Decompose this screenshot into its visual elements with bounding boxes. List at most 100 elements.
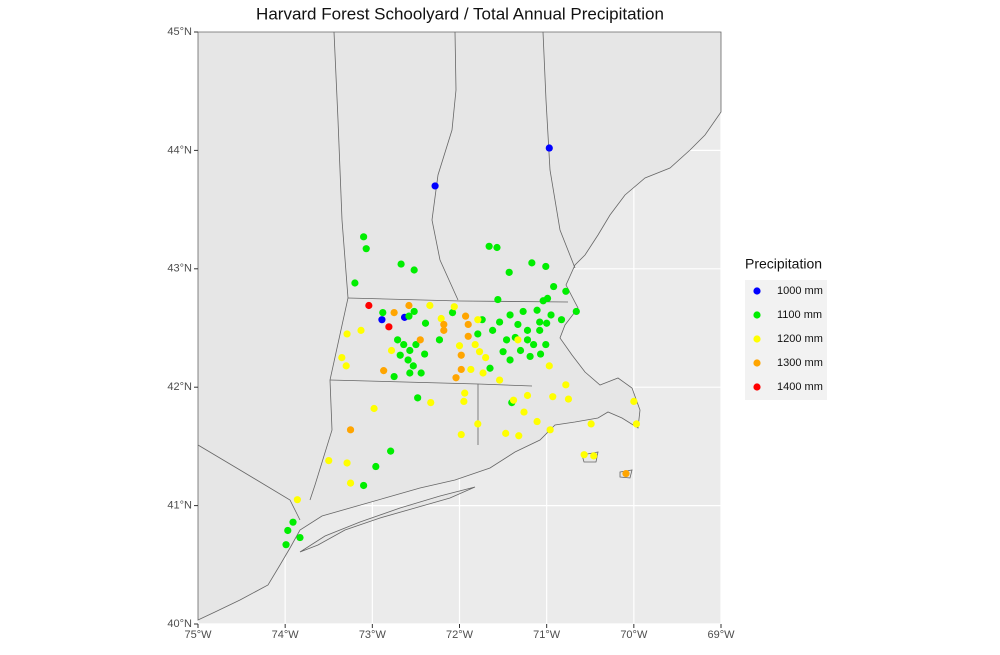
- station-point: [346, 479, 355, 487]
- station-point: [457, 351, 465, 359]
- station-point: [495, 376, 504, 384]
- station-point: [529, 340, 538, 349]
- legend-label: 1000 mm: [777, 285, 823, 297]
- station-point: [357, 326, 365, 334]
- station-point: [493, 243, 501, 252]
- station-point: [437, 314, 445, 323]
- station-point: [378, 316, 386, 324]
- station-point: [421, 350, 429, 358]
- y-tick-label: 41°N: [167, 500, 192, 512]
- station-point: [426, 301, 434, 310]
- station-point: [385, 323, 393, 331]
- station-point: [452, 374, 460, 382]
- station-point: [397, 260, 405, 268]
- station-point: [506, 356, 514, 364]
- station-point: [343, 330, 351, 338]
- station-point: [440, 320, 448, 329]
- long-island: [299, 486, 476, 553]
- station-point: [546, 426, 554, 434]
- station-point: [325, 457, 333, 465]
- border: [197, 444, 301, 521]
- station-point: [462, 312, 470, 320]
- station-point: [362, 245, 370, 253]
- station-point: [545, 144, 553, 152]
- station-point: [414, 394, 422, 402]
- station-point: [523, 326, 532, 334]
- x-tick-label: 74°W: [272, 629, 300, 641]
- station-point: [416, 336, 424, 344]
- x-tick-label: 72°W: [446, 629, 474, 641]
- station-point: [486, 364, 494, 372]
- station-point: [404, 356, 412, 364]
- x-tick-label: 71°W: [533, 629, 561, 641]
- station-point: [284, 526, 292, 535]
- legend-label: 1400 mm: [777, 381, 823, 393]
- station-point: [542, 340, 550, 349]
- station-point: [562, 381, 570, 389]
- legend-label: 1200 mm: [777, 333, 823, 345]
- station-point: [379, 309, 387, 317]
- border: [542, 31, 576, 269]
- station-point: [410, 266, 418, 274]
- station-point: [405, 312, 413, 320]
- legend-marker: [753, 383, 761, 391]
- station-point: [533, 417, 541, 426]
- legend-title: Precipitation: [745, 256, 822, 272]
- x-tick-label: 69°W: [707, 629, 735, 641]
- station-point: [296, 533, 304, 542]
- station-point: [495, 318, 504, 326]
- station-point: [519, 307, 527, 316]
- station-point: [464, 320, 472, 329]
- station-point: [516, 346, 525, 355]
- x-tick-label: 73°W: [359, 629, 387, 641]
- station-point: [515, 432, 523, 440]
- station-point: [282, 541, 290, 549]
- station-point: [632, 420, 641, 428]
- station-point: [550, 282, 558, 291]
- station-point: [370, 404, 378, 413]
- station-point: [342, 362, 350, 370]
- state-borders: [197, 31, 576, 521]
- station-point: [365, 301, 373, 310]
- station-point: [485, 242, 493, 250]
- station-point: [523, 391, 532, 400]
- station-point: [506, 311, 514, 319]
- station-point: [412, 340, 420, 349]
- station-point: [494, 295, 502, 304]
- legend-label: 1100 mm: [777, 309, 822, 321]
- x-tick-label: 70°W: [620, 629, 648, 641]
- station-point: [409, 362, 417, 370]
- station-point: [479, 369, 487, 377]
- station-point: [630, 397, 638, 406]
- station-point: [410, 307, 418, 316]
- station-point: [509, 396, 518, 404]
- station-point: [396, 351, 404, 359]
- station-point: [564, 395, 573, 403]
- station-point: [406, 346, 414, 355]
- station-point: [440, 326, 448, 334]
- station-point: [572, 307, 580, 316]
- station-point: [387, 447, 395, 455]
- x-tick-label: 75°W: [184, 629, 212, 641]
- station-point: [372, 462, 380, 471]
- station-point: [622, 470, 630, 478]
- station-point: [343, 459, 351, 467]
- station-point: [474, 330, 482, 338]
- station-point: [505, 268, 513, 276]
- station-point: [457, 430, 465, 439]
- station-point: [545, 362, 553, 370]
- station-point: [514, 320, 522, 329]
- station-point: [460, 397, 468, 406]
- station-point: [523, 336, 532, 344]
- station-point: [502, 429, 510, 437]
- border: [309, 31, 349, 501]
- station-point: [562, 287, 570, 295]
- station-point: [394, 336, 402, 344]
- station-point: [417, 369, 425, 377]
- station-point: [590, 452, 598, 460]
- station-point: [489, 326, 497, 334]
- station-point: [406, 369, 414, 377]
- station-point: [533, 306, 541, 314]
- station-point: [539, 297, 547, 305]
